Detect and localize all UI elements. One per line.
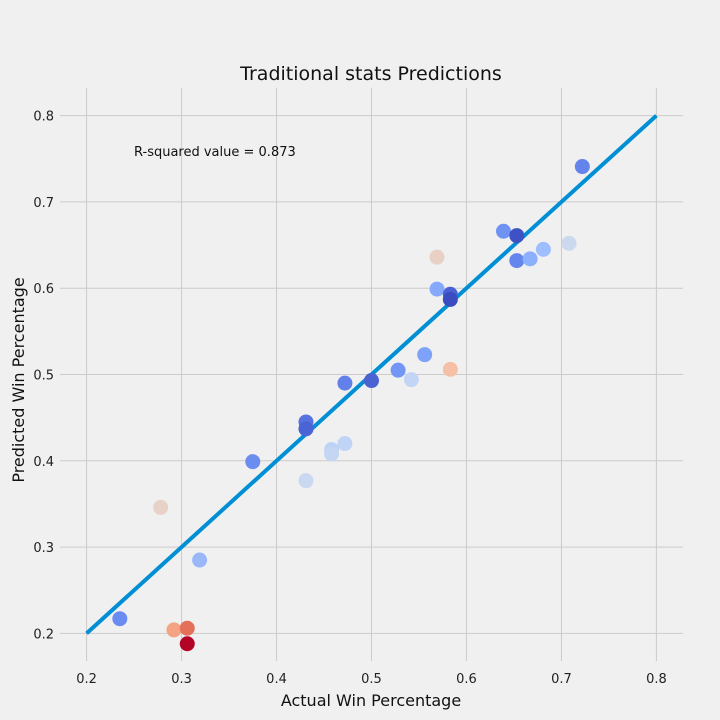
y-axis-title: Predicted Win Percentage	[9, 277, 28, 482]
data-point	[509, 228, 525, 244]
data-point	[179, 636, 195, 652]
data-points	[112, 159, 590, 652]
y-tick-label: 0.3	[33, 541, 54, 556]
data-point	[245, 454, 261, 470]
data-point	[429, 281, 445, 297]
data-point	[166, 622, 182, 638]
data-point	[179, 620, 195, 636]
y-tick-label: 0.7	[33, 196, 54, 211]
data-point	[561, 235, 577, 251]
x-axis-title: Actual Win Percentage	[281, 691, 461, 710]
data-point	[496, 223, 512, 239]
data-point	[390, 362, 406, 378]
data-point	[298, 421, 314, 437]
data-point	[535, 241, 551, 257]
y-tick-labels: 0.2 0.3 0.4 0.5 0.6 0.7 0.8	[33, 110, 54, 643]
y-tick-label: 0.8	[33, 110, 54, 125]
x-tick-label: 0.8	[646, 672, 667, 687]
y-tick-label: 0.4	[33, 455, 54, 470]
data-point	[442, 291, 458, 307]
data-point	[324, 446, 340, 462]
data-point	[153, 499, 169, 515]
data-point	[337, 436, 353, 452]
data-point	[298, 473, 314, 489]
x-tick-label: 0.2	[76, 672, 97, 687]
data-point	[442, 361, 458, 377]
data-point	[337, 375, 353, 391]
x-tick-labels: 0.2 0.3 0.4 0.5 0.6 0.7 0.8	[76, 672, 667, 687]
data-point	[112, 611, 128, 627]
data-point	[429, 249, 445, 265]
x-tick-label: 0.7	[551, 672, 572, 687]
data-point	[417, 347, 433, 363]
x-tick-label: 0.6	[456, 672, 477, 687]
data-point	[522, 251, 538, 267]
data-point	[403, 372, 419, 388]
data-point	[364, 373, 379, 389]
chart-title: Traditional stats Predictions	[239, 63, 502, 85]
y-tick-label: 0.2	[33, 627, 54, 642]
data-point	[574, 159, 590, 175]
x-tick-label: 0.4	[266, 672, 287, 687]
r-squared-annotation: R-squared value = 0.873	[134, 145, 296, 160]
data-point	[509, 253, 525, 269]
data-point	[192, 552, 208, 568]
x-tick-label: 0.5	[361, 672, 382, 687]
y-tick-label: 0.6	[33, 282, 54, 297]
x-tick-label: 0.3	[171, 672, 192, 687]
y-tick-label: 0.5	[33, 369, 54, 384]
